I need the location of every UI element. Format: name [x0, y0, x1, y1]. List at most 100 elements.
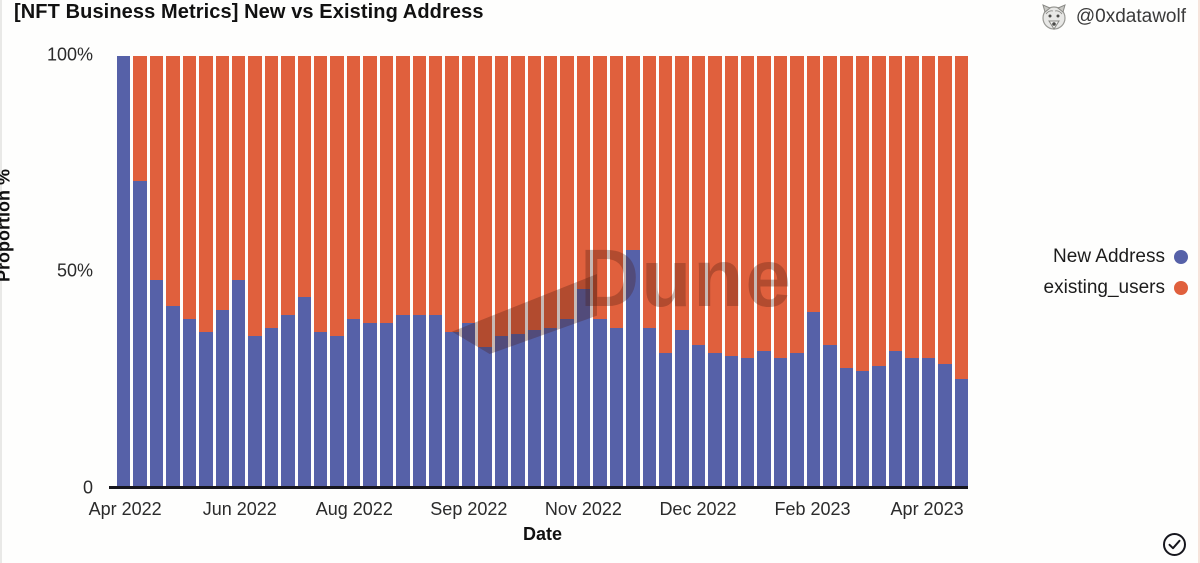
segment-new-address[interactable]: [593, 318, 607, 487]
stacked-bar-week-22[interactable]: [461, 56, 476, 487]
stacked-bar-week-9[interactable]: [248, 56, 262, 487]
stacked-bar-week-48[interactable]: [888, 56, 903, 487]
segment-existing-users[interactable]: [576, 56, 591, 289]
segment-new-address[interactable]: [330, 336, 344, 487]
stacked-bar-week-43[interactable]: [806, 56, 821, 487]
segment-existing-users[interactable]: [855, 56, 870, 371]
stacked-bar-week-25[interactable]: [511, 56, 525, 487]
segment-new-address[interactable]: [790, 353, 804, 487]
stacked-bar-week-49[interactable]: [905, 56, 919, 487]
segment-existing-users[interactable]: [741, 56, 755, 358]
stacked-bar-week-28[interactable]: [560, 56, 574, 487]
segment-existing-users[interactable]: [954, 56, 968, 380]
stacked-bar-week-12[interactable]: [297, 56, 312, 487]
segment-new-address[interactable]: [560, 318, 574, 487]
segment-existing-users[interactable]: [938, 56, 952, 365]
stacked-bar-week-11[interactable]: [281, 56, 295, 487]
stacked-bar-week-46[interactable]: [855, 56, 870, 487]
stacked-bar-week-16[interactable]: [363, 56, 377, 487]
segment-existing-users[interactable]: [133, 56, 147, 181]
segment-existing-users[interactable]: [773, 56, 788, 358]
segment-existing-users[interactable]: [281, 56, 295, 315]
segment-new-address[interactable]: [642, 327, 656, 487]
segment-existing-users[interactable]: [560, 56, 574, 319]
segment-new-address[interactable]: [248, 336, 262, 487]
stacked-bar-week-5[interactable]: [182, 56, 197, 487]
legend-item-existing_users[interactable]: existing_users: [1044, 277, 1188, 299]
segment-existing-users[interactable]: [231, 56, 246, 281]
segment-new-address[interactable]: [199, 331, 213, 487]
segment-existing-users[interactable]: [839, 56, 853, 369]
stacked-bar-week-36[interactable]: [691, 56, 706, 487]
segment-existing-users[interactable]: [675, 56, 689, 330]
stacked-bar-week-1[interactable]: [117, 56, 131, 487]
segment-new-address[interactable]: [297, 297, 312, 487]
segment-new-address[interactable]: [215, 310, 229, 487]
stacked-bar-week-38[interactable]: [724, 56, 739, 487]
segment-existing-users[interactable]: [248, 56, 262, 337]
segment-existing-users[interactable]: [543, 56, 558, 328]
segment-new-address[interactable]: [166, 305, 180, 487]
segment-existing-users[interactable]: [724, 56, 739, 356]
segment-existing-users[interactable]: [182, 56, 197, 319]
segment-new-address[interactable]: [117, 56, 131, 487]
segment-new-address[interactable]: [429, 314, 443, 487]
segment-existing-users[interactable]: [478, 56, 492, 347]
segment-new-address[interactable]: [872, 366, 886, 487]
segment-existing-users[interactable]: [872, 56, 886, 367]
stacked-bar-week-23[interactable]: [478, 56, 492, 487]
segment-existing-users[interactable]: [149, 56, 164, 281]
segment-existing-users[interactable]: [888, 56, 903, 352]
segment-existing-users[interactable]: [264, 56, 279, 328]
segment-new-address[interactable]: [494, 336, 509, 487]
stacked-bar-week-3[interactable]: [149, 56, 164, 487]
segment-existing-users[interactable]: [396, 56, 410, 315]
stacked-bar-week-14[interactable]: [330, 56, 344, 487]
segment-existing-users[interactable]: [527, 56, 541, 330]
stacked-bar-week-24[interactable]: [494, 56, 509, 487]
segment-existing-users[interactable]: [609, 56, 624, 328]
segment-existing-users[interactable]: [215, 56, 229, 311]
segment-new-address[interactable]: [314, 331, 328, 487]
stacked-bar-week-50[interactable]: [921, 56, 936, 487]
segment-new-address[interactable]: [264, 327, 279, 487]
stacked-bar-week-52[interactable]: [954, 56, 968, 487]
segment-existing-users[interactable]: [166, 56, 180, 306]
segment-new-address[interactable]: [412, 314, 427, 487]
segment-existing-users[interactable]: [461, 56, 476, 324]
segment-new-address[interactable]: [396, 314, 410, 487]
stacked-bar-week-26[interactable]: [527, 56, 541, 487]
segment-new-address[interactable]: [231, 280, 246, 487]
segment-new-address[interactable]: [806, 312, 821, 487]
stacked-bar-week-2[interactable]: [133, 56, 147, 487]
segment-new-address[interactable]: [921, 357, 936, 487]
author-byline[interactable]: @0xdatawolf: [1039, 2, 1186, 32]
segment-new-address[interactable]: [675, 329, 689, 487]
segment-new-address[interactable]: [839, 368, 853, 487]
segment-existing-users[interactable]: [363, 56, 377, 324]
stacked-bar-week-4[interactable]: [166, 56, 180, 487]
stacked-bar-week-33[interactable]: [642, 56, 656, 487]
stacked-bar-week-34[interactable]: [658, 56, 673, 487]
segment-existing-users[interactable]: [412, 56, 427, 315]
segment-new-address[interactable]: [954, 379, 968, 487]
segment-new-address[interactable]: [478, 346, 492, 487]
stacked-bar-week-47[interactable]: [872, 56, 886, 487]
stacked-bar-week-39[interactable]: [741, 56, 755, 487]
stacked-bar-week-31[interactable]: [609, 56, 624, 487]
segment-new-address[interactable]: [576, 288, 591, 487]
stacked-bar-week-42[interactable]: [790, 56, 804, 487]
stacked-bar-week-40[interactable]: [757, 56, 771, 487]
segment-new-address[interactable]: [511, 334, 525, 487]
segment-new-address[interactable]: [461, 323, 476, 487]
stacked-bar-week-19[interactable]: [412, 56, 427, 487]
segment-existing-users[interactable]: [429, 56, 443, 315]
segment-new-address[interactable]: [938, 364, 952, 487]
segment-existing-users[interactable]: [921, 56, 936, 358]
segment-existing-users[interactable]: [314, 56, 328, 332]
segment-new-address[interactable]: [905, 357, 919, 487]
segment-new-address[interactable]: [379, 323, 394, 487]
stacked-bar-week-44[interactable]: [823, 56, 837, 487]
segment-existing-users[interactable]: [658, 56, 673, 354]
segment-new-address[interactable]: [708, 353, 722, 487]
